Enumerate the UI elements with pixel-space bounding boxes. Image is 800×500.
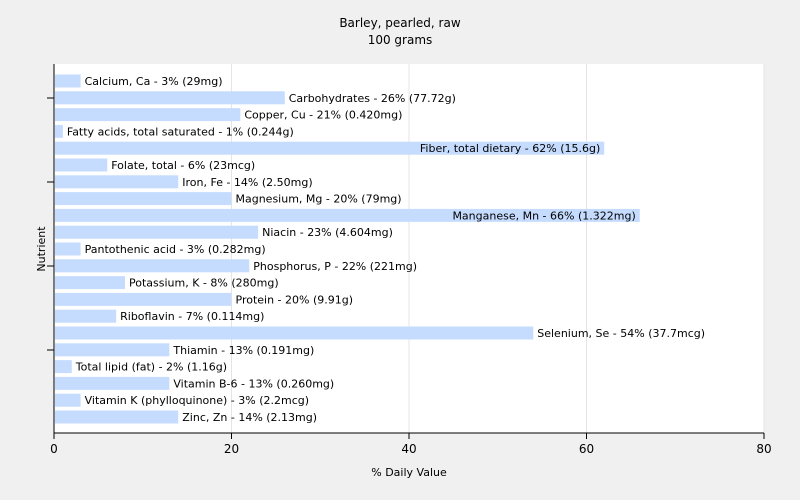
- bar-label: Thiamin - 13% (0.191mg): [172, 344, 314, 357]
- bar-label: Iron, Fe - 14% (2.50mg): [182, 176, 312, 189]
- bar-label: Fiber, total dietary - 62% (15.6g): [420, 142, 600, 155]
- bar-label: Manganese, Mn - 66% (1.322mg): [452, 209, 635, 222]
- bar: [55, 91, 285, 105]
- bar: [55, 259, 250, 273]
- bars: Calcium, Ca - 3% (29mg) Carbohydrates - 2…: [55, 74, 705, 424]
- bar-label: Vitamin K (phylloquinone) - 3% (2.2mcg): [85, 394, 309, 407]
- bar-label: Fatty acids, total saturated - 1% (0.244…: [67, 125, 294, 138]
- bar: [55, 410, 179, 424]
- bar: [55, 393, 81, 407]
- bar-label: Magnesium, Mg - 20% (79mg): [236, 193, 402, 206]
- bar: [55, 192, 232, 206]
- bar: [55, 292, 232, 306]
- x-tick-label: 20: [224, 442, 239, 456]
- bar-label: Protein - 20% (9.91g): [236, 293, 354, 306]
- bar-label: Total lipid (fat) - 2% (1.16g): [75, 361, 227, 374]
- bar: [55, 309, 117, 323]
- bar-label: Copper, Cu - 21% (0.420mg): [244, 109, 402, 122]
- bar-label: Phosphorus, P - 22% (221mg): [253, 260, 417, 273]
- bar: [55, 158, 108, 172]
- bar-label: Zinc, Zn - 14% (2.13mg): [182, 411, 317, 424]
- y-axis-label: Nutrient: [35, 226, 48, 272]
- bar-label: Vitamin B-6 - 13% (0.260mg): [173, 377, 334, 390]
- bar: [55, 376, 170, 390]
- bar: [55, 124, 63, 138]
- bar: [55, 175, 179, 189]
- x-tick-label: 60: [579, 442, 594, 456]
- bar-label: Calcium, Ca - 3% (29mg): [85, 75, 223, 88]
- bar-label: Selenium, Se - 54% (37.7mcg): [537, 327, 705, 340]
- x-axis-label: % Daily Value: [371, 466, 447, 479]
- x-ticks: 0 20 40 60 80: [50, 433, 772, 456]
- bar-label: Potassium, K - 8% (280mg): [129, 277, 279, 290]
- x-tick-label: 40: [401, 442, 416, 456]
- bar: [55, 108, 241, 122]
- x-tick-label: 80: [756, 442, 771, 456]
- bar: [55, 208, 640, 222]
- bar: [55, 343, 170, 357]
- bar: [55, 360, 72, 374]
- bar-label: Riboflavin - 7% (0.114mg): [120, 310, 264, 323]
- bar: [55, 74, 81, 88]
- bar: [55, 225, 259, 239]
- chart-title: Barley, pearled, raw: [339, 16, 461, 30]
- bar: [55, 141, 605, 155]
- bar: [55, 276, 125, 290]
- bar-label: Folate, total - 6% (23mcg): [111, 159, 255, 172]
- bar: [55, 242, 81, 256]
- bar: [55, 326, 534, 340]
- chart-subtitle: 100 grams: [368, 33, 433, 47]
- x-tick-label: 0: [50, 442, 58, 456]
- bar-label: Niacin - 23% (4.604mg): [262, 226, 393, 239]
- bar-label: Carbohydrates - 26% (77.72g): [289, 92, 456, 105]
- bar-label: Pantothenic acid - 3% (0.282mg): [85, 243, 266, 256]
- grid: [231, 64, 765, 433]
